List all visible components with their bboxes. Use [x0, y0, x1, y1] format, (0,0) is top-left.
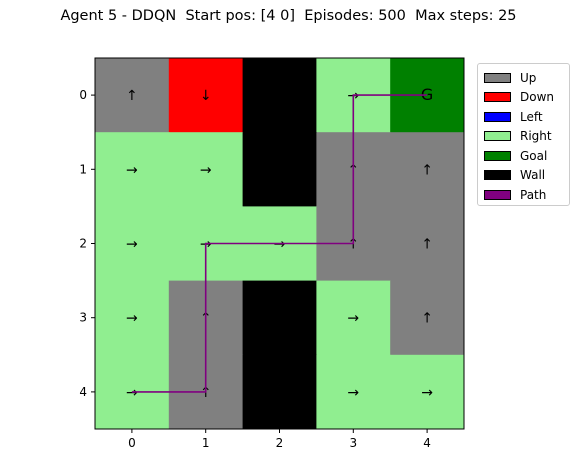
y-tick-label-3: 3	[79, 311, 87, 325]
grid-cell-4-4	[390, 354, 465, 430]
cell-symbol-2-0: →	[126, 237, 138, 253]
cell-symbol-1-0: →	[126, 162, 138, 178]
legend-label: Down	[520, 90, 555, 105]
grid-cell-1-2	[242, 132, 317, 207]
legend-label: Right	[520, 129, 552, 144]
cell-symbol-1-4: ↑	[421, 162, 433, 178]
legend: Up Down Left Right Goal Wall Path	[477, 63, 570, 206]
cell-symbol-4-4: →	[421, 385, 433, 401]
x-tick-label-0: 0	[128, 436, 136, 450]
grid-cell-0-0	[95, 58, 170, 133]
cell-symbol-4-1: ↑	[200, 385, 212, 401]
cell-symbol-4-0: →	[126, 385, 138, 401]
legend-swatch-wall	[484, 170, 511, 181]
legend-label: Path	[520, 187, 547, 202]
grid-cell-1-0	[95, 132, 170, 207]
legend-swatch-down	[484, 92, 511, 103]
x-tick-label-4: 4	[423, 436, 431, 450]
cell-symbol-4-3: →	[347, 385, 359, 401]
legend-item-down: Down	[484, 88, 569, 108]
cell-symbol-3-4: ↑	[421, 311, 433, 327]
plot-frame	[94, 57, 465, 430]
grid-cell-2-0	[95, 206, 170, 282]
grid-cell-0-1	[168, 58, 244, 133]
cell-symbol-2-2: →	[274, 237, 286, 253]
legend-swatch-left	[484, 111, 511, 122]
y-tick-label-2: 2	[79, 237, 87, 251]
legend-item-left: Left	[484, 107, 569, 127]
legend-item-path: Path	[484, 185, 569, 205]
cell-symbol-0-0: ↑	[126, 88, 138, 104]
grid-cell-3-3	[316, 280, 391, 356]
x-tick-label-1: 1	[202, 436, 210, 450]
y-tick-label-1: 1	[79, 162, 87, 176]
grid-cell-4-2	[242, 354, 317, 430]
grid-cell-3-0	[95, 280, 170, 356]
legend-item-wall: Wall	[484, 166, 569, 186]
legend-label: Up	[520, 70, 537, 85]
legend-label: Wall	[520, 168, 546, 183]
legend-label: Goal	[520, 148, 548, 163]
ticks-layer: 0 1 2 3 4 0 1 2 3 4	[79, 88, 431, 450]
grid-cell-1-4	[390, 132, 465, 207]
cell-symbol-1-1: →	[200, 162, 212, 178]
cell-symbol-2-4: ↑	[421, 237, 433, 253]
cell-symbol-2-3: ↑	[347, 237, 359, 253]
legend-label: Left	[520, 109, 543, 124]
legend-swatch-path	[484, 189, 511, 200]
grid-cell-2-4	[390, 206, 465, 282]
grid-cell-1-1	[168, 132, 244, 207]
agent-path	[131, 94, 428, 393]
legend-swatch-up	[484, 72, 511, 83]
chart-title: Agent 5 - DDQN Start pos: [4 0] Episodes…	[60, 8, 517, 24]
legend-item-up: Up	[484, 68, 569, 88]
x-tick-label-2: 2	[276, 436, 284, 450]
cell-symbol-3-3: →	[347, 311, 359, 327]
y-tick-label-0: 0	[79, 88, 87, 102]
grid-cell-3-4	[390, 280, 465, 356]
cell-symbol-0-1: ↓	[200, 88, 212, 104]
grid-cell-0-2	[242, 58, 317, 133]
legend-swatch-right	[484, 131, 511, 142]
legend-item-right: Right	[484, 127, 569, 147]
x-tick-label-3: 3	[349, 436, 357, 450]
legend-swatch-goal	[484, 150, 511, 161]
grid-cell-3-2	[242, 280, 317, 356]
path-layer	[131, 94, 428, 393]
y-tick-label-4: 4	[79, 385, 87, 399]
legend-item-goal: Goal	[484, 146, 569, 166]
cell-symbol-3-0: →	[126, 311, 138, 327]
grid-cell-4-3	[316, 354, 391, 430]
